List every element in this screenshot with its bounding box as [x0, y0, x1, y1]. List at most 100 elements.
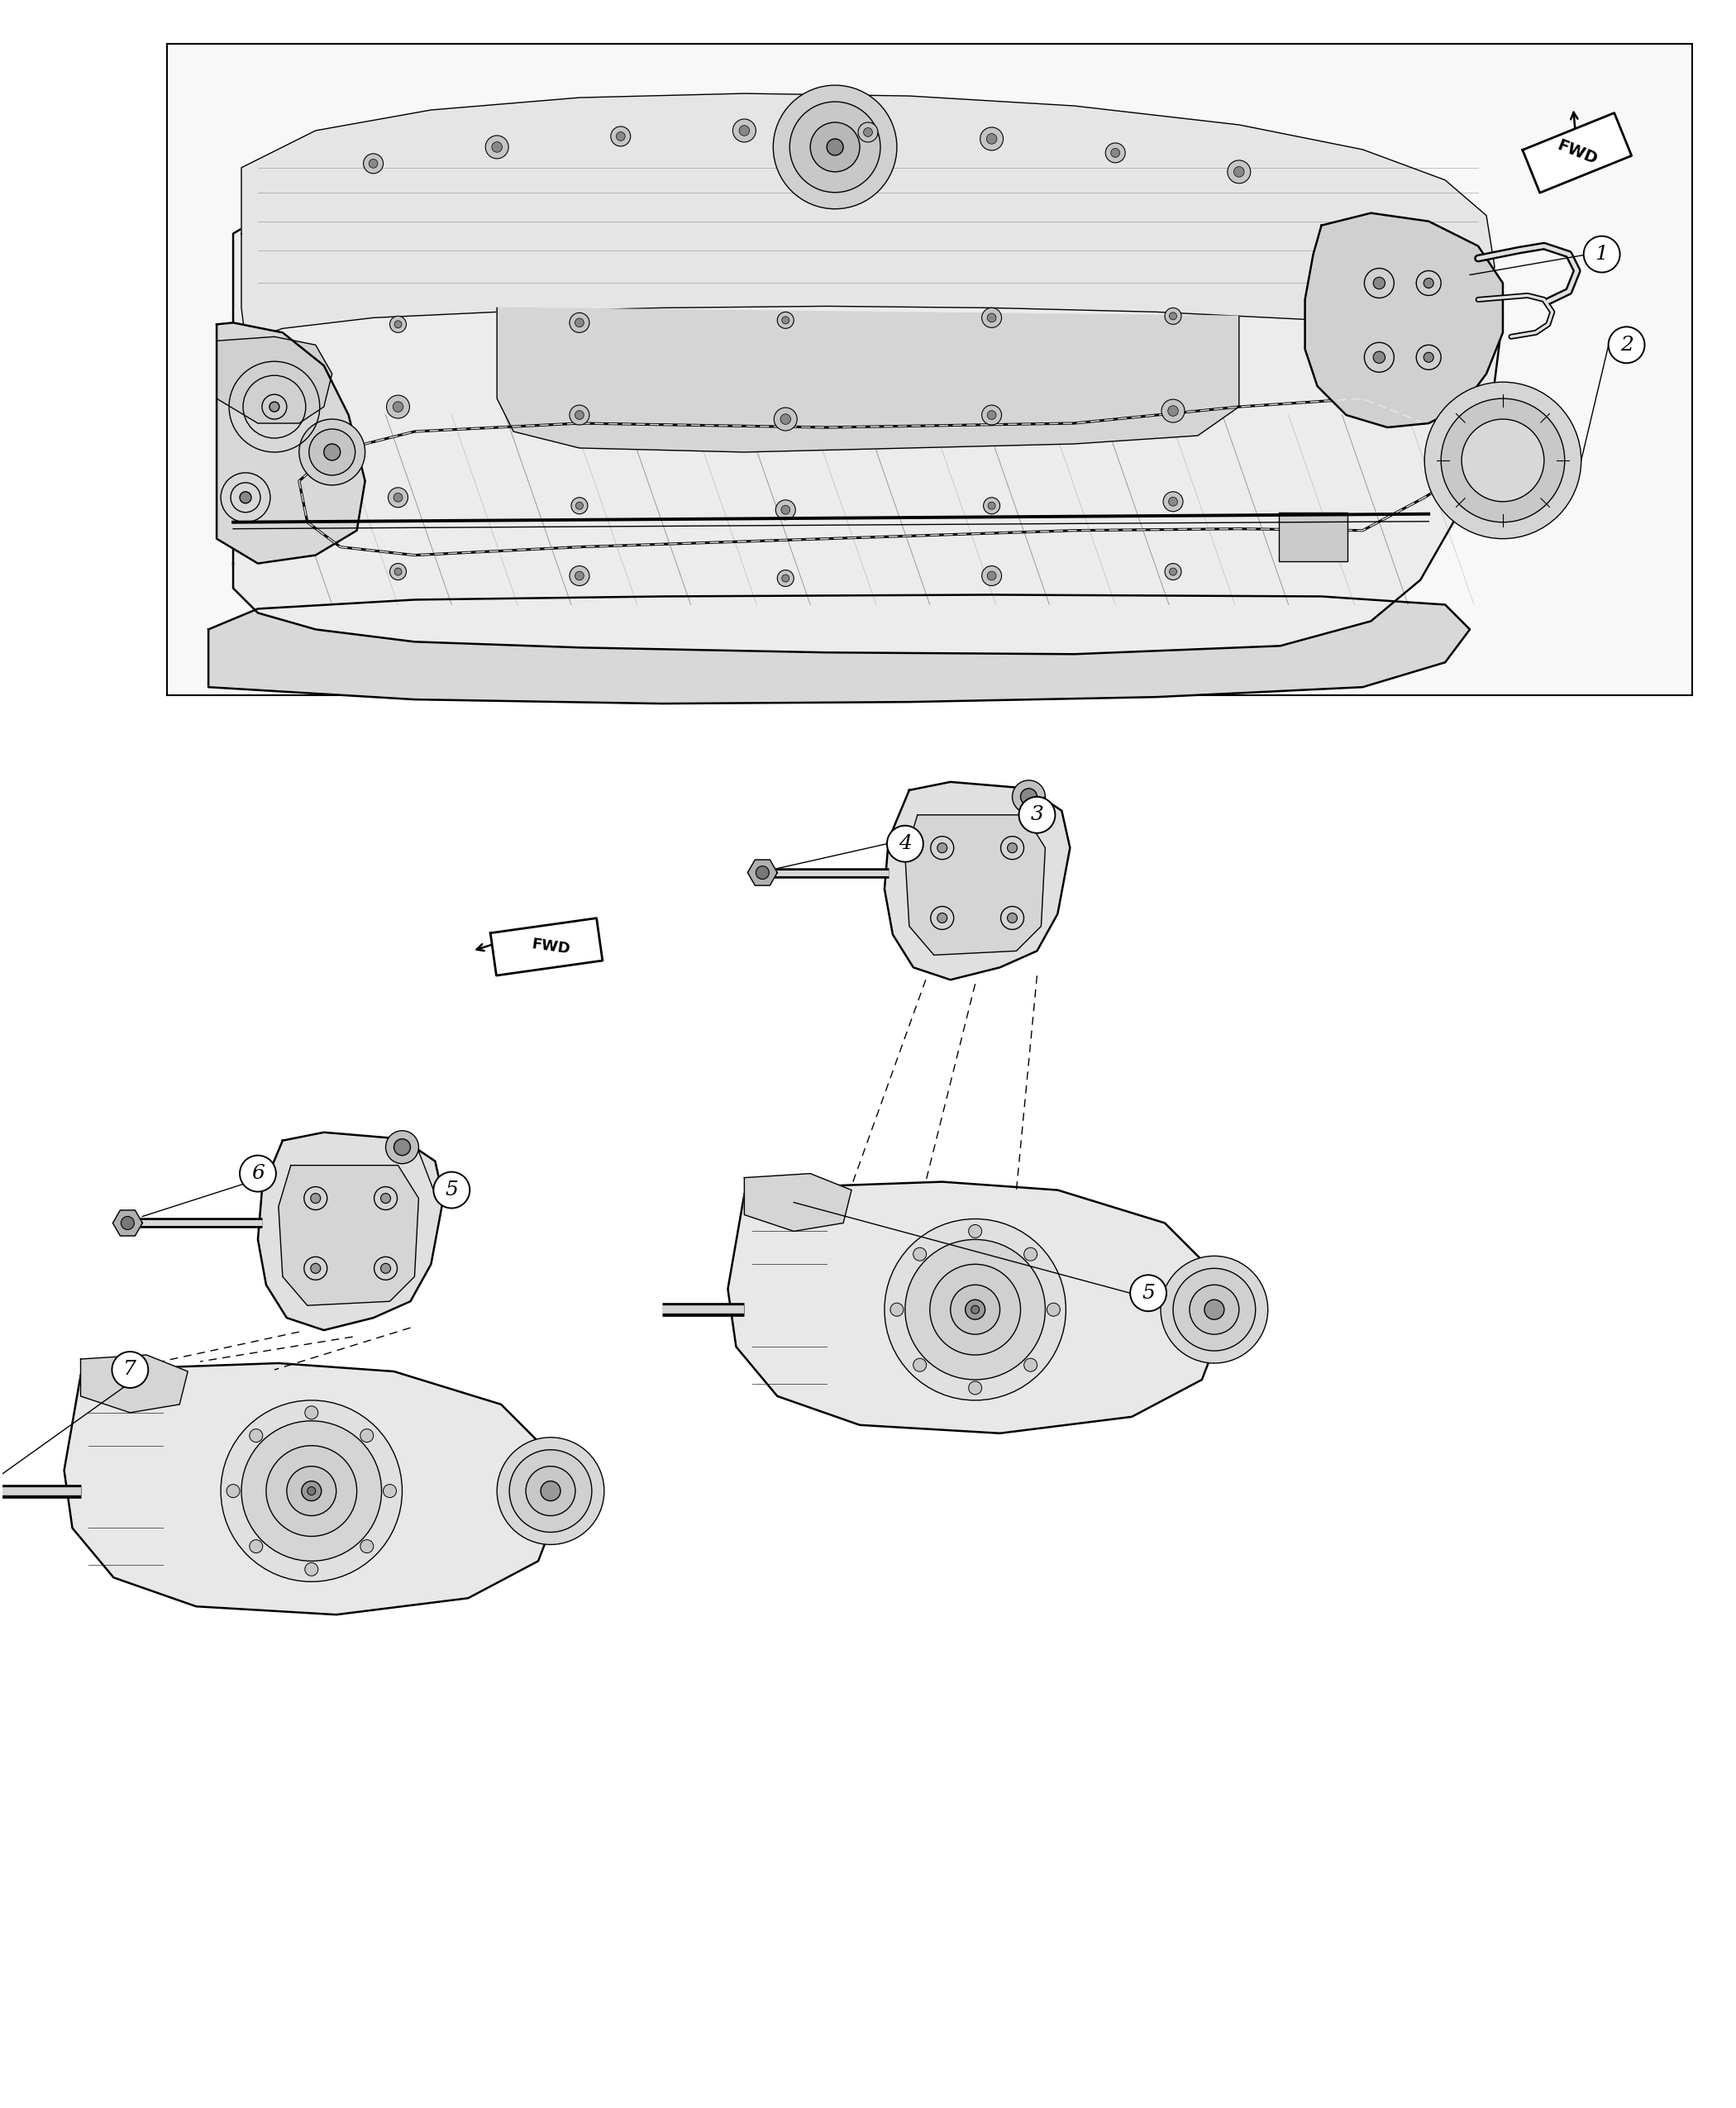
- Circle shape: [391, 563, 406, 580]
- Polygon shape: [904, 816, 1045, 955]
- Circle shape: [575, 411, 583, 419]
- Circle shape: [434, 1172, 470, 1208]
- Circle shape: [569, 312, 589, 333]
- Text: 5: 5: [1142, 1284, 1154, 1303]
- Polygon shape: [748, 860, 778, 885]
- Circle shape: [774, 407, 797, 430]
- Circle shape: [790, 101, 880, 192]
- Circle shape: [1021, 788, 1036, 805]
- Polygon shape: [1522, 114, 1632, 192]
- Circle shape: [904, 1240, 1045, 1379]
- Circle shape: [1227, 160, 1250, 183]
- Circle shape: [1373, 276, 1385, 289]
- Circle shape: [575, 571, 583, 580]
- Circle shape: [391, 316, 406, 333]
- Circle shape: [970, 1305, 979, 1313]
- Circle shape: [983, 308, 1002, 327]
- Text: 4: 4: [899, 835, 911, 854]
- Circle shape: [394, 320, 401, 329]
- Circle shape: [969, 1225, 983, 1237]
- Polygon shape: [241, 93, 1495, 341]
- Circle shape: [250, 1429, 262, 1442]
- Circle shape: [616, 133, 625, 141]
- Text: 2: 2: [1620, 335, 1634, 354]
- Circle shape: [311, 1193, 321, 1204]
- Polygon shape: [1305, 213, 1503, 428]
- Circle shape: [1163, 491, 1182, 512]
- Circle shape: [937, 843, 948, 854]
- Circle shape: [569, 565, 589, 586]
- Polygon shape: [113, 1210, 142, 1235]
- Circle shape: [392, 403, 403, 411]
- Polygon shape: [490, 919, 602, 976]
- Circle shape: [309, 430, 356, 474]
- Circle shape: [1019, 797, 1055, 833]
- Polygon shape: [217, 323, 365, 563]
- Circle shape: [1425, 382, 1581, 540]
- Circle shape: [361, 1539, 373, 1554]
- Circle shape: [1424, 278, 1434, 289]
- Circle shape: [773, 84, 898, 209]
- Circle shape: [826, 139, 844, 156]
- Text: FWD: FWD: [1555, 137, 1599, 169]
- Circle shape: [891, 1303, 903, 1315]
- Circle shape: [981, 126, 1003, 150]
- Circle shape: [220, 1400, 403, 1581]
- Circle shape: [986, 133, 996, 143]
- Circle shape: [394, 1138, 410, 1155]
- Circle shape: [1189, 1286, 1240, 1334]
- Circle shape: [988, 411, 996, 419]
- Circle shape: [1012, 780, 1045, 814]
- Circle shape: [569, 405, 589, 426]
- Circle shape: [540, 1482, 561, 1501]
- Circle shape: [988, 571, 996, 580]
- Circle shape: [385, 1130, 418, 1164]
- Circle shape: [1161, 1256, 1267, 1364]
- Circle shape: [389, 487, 408, 508]
- Circle shape: [307, 1486, 316, 1495]
- Circle shape: [122, 1216, 134, 1229]
- Circle shape: [983, 405, 1002, 426]
- Polygon shape: [64, 1364, 559, 1615]
- Circle shape: [755, 866, 769, 879]
- Circle shape: [1462, 419, 1543, 502]
- Circle shape: [380, 1193, 391, 1204]
- Circle shape: [1170, 312, 1177, 320]
- Circle shape: [269, 403, 279, 411]
- Polygon shape: [745, 1174, 852, 1231]
- Circle shape: [1486, 445, 1519, 476]
- Circle shape: [1174, 1269, 1255, 1351]
- Circle shape: [1007, 843, 1017, 854]
- Circle shape: [983, 565, 1002, 586]
- Circle shape: [1024, 1248, 1036, 1261]
- Polygon shape: [884, 782, 1069, 980]
- Circle shape: [576, 502, 583, 510]
- Circle shape: [575, 318, 583, 327]
- Circle shape: [1161, 398, 1184, 422]
- Circle shape: [969, 1381, 983, 1395]
- Polygon shape: [217, 337, 332, 424]
- Circle shape: [740, 124, 750, 135]
- Circle shape: [240, 1155, 276, 1191]
- Circle shape: [887, 826, 924, 862]
- Circle shape: [930, 1265, 1021, 1355]
- Circle shape: [241, 1421, 382, 1562]
- Circle shape: [306, 1562, 318, 1577]
- Circle shape: [1165, 308, 1180, 325]
- Circle shape: [363, 154, 384, 173]
- Circle shape: [496, 1438, 604, 1545]
- Circle shape: [1583, 236, 1620, 272]
- Circle shape: [781, 575, 790, 582]
- Text: 5: 5: [444, 1180, 458, 1199]
- Circle shape: [1165, 563, 1180, 580]
- Circle shape: [1168, 405, 1179, 415]
- Polygon shape: [80, 1355, 187, 1412]
- Circle shape: [988, 314, 996, 323]
- Polygon shape: [233, 122, 1503, 653]
- Text: 3: 3: [1031, 805, 1043, 824]
- Circle shape: [394, 567, 401, 575]
- Circle shape: [781, 413, 790, 424]
- Circle shape: [1608, 327, 1644, 363]
- Text: 6: 6: [252, 1164, 264, 1183]
- Text: 1: 1: [1595, 245, 1608, 264]
